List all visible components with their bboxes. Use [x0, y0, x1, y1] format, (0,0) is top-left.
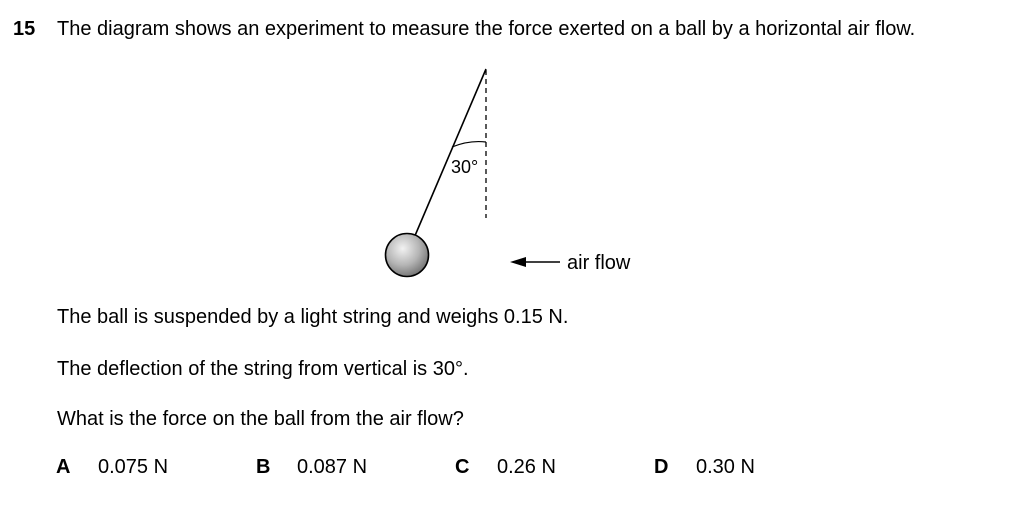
question-number: 15: [13, 18, 36, 40]
option-d-letter: D: [654, 456, 669, 478]
ball: [384, 232, 430, 278]
option-b-letter: B: [256, 456, 271, 478]
option-c-value: 0.26 N: [497, 456, 556, 478]
paragraph-question: What is the force on the ball from the a…: [57, 408, 464, 430]
option-b-value: 0.087 N: [297, 456, 368, 478]
question-stem: The diagram shows an experiment to measu…: [57, 18, 916, 40]
option-a-letter: A: [56, 456, 71, 478]
paragraph-ball-weight: The ball is suspended by a light string …: [57, 306, 569, 328]
option-a-value: 0.075 N: [98, 456, 169, 478]
option-d-value: 0.30 N: [696, 456, 755, 478]
paragraph-deflection: The deflection of the string from vertic…: [57, 358, 469, 380]
pendulum-diagram: 30° air flow: [384, 68, 631, 278]
angle-arc: [451, 140, 487, 148]
angle-label: 30°: [451, 157, 478, 177]
string: [413, 68, 487, 239]
airflow-label: air flow: [567, 252, 631, 274]
option-c-letter: C: [455, 456, 470, 478]
airflow-arrowhead-icon: [510, 257, 526, 267]
